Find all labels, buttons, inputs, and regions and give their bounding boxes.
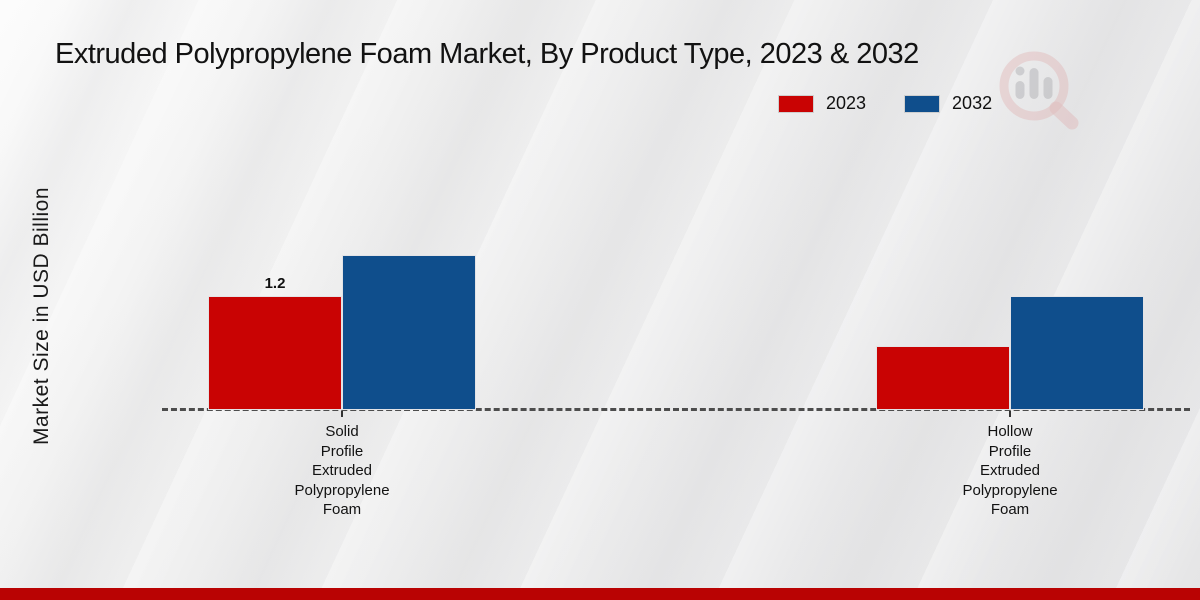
legend-item-2032: 2032 [904, 93, 992, 114]
x-axis-category-label: Solid Profile Extruded Polypropylene Foa… [294, 423, 390, 518]
bar-2023-solid [208, 296, 342, 410]
x-axis-category-label: Hollow Profile Extruded Polypropylene Fo… [962, 423, 1058, 518]
chart-title: Extruded Polypropylene Foam Market, By P… [55, 38, 919, 70]
magnifier-bar-chart-logo-watermark [999, 51, 1079, 130]
x-axis-tick [1009, 411, 1011, 417]
legend-swatch-2032 [904, 94, 941, 113]
bar-2032-solid [342, 255, 476, 410]
x-axis-baseline [162, 408, 1190, 411]
legend: 2023 2032 [778, 93, 992, 114]
bar-2032-hollow [1010, 296, 1144, 410]
footer-accent-bar [0, 588, 1200, 600]
bar-value-label: 1.2 [264, 275, 286, 292]
legend-label-2023: 2023 [826, 93, 867, 113]
legend-swatch-2023 [778, 94, 814, 113]
x-axis-tick [341, 411, 343, 417]
bar-2023-hollow [876, 346, 1010, 410]
legend-item-2023: 2023 [778, 93, 866, 114]
legend-label-2032: 2032 [952, 93, 993, 113]
